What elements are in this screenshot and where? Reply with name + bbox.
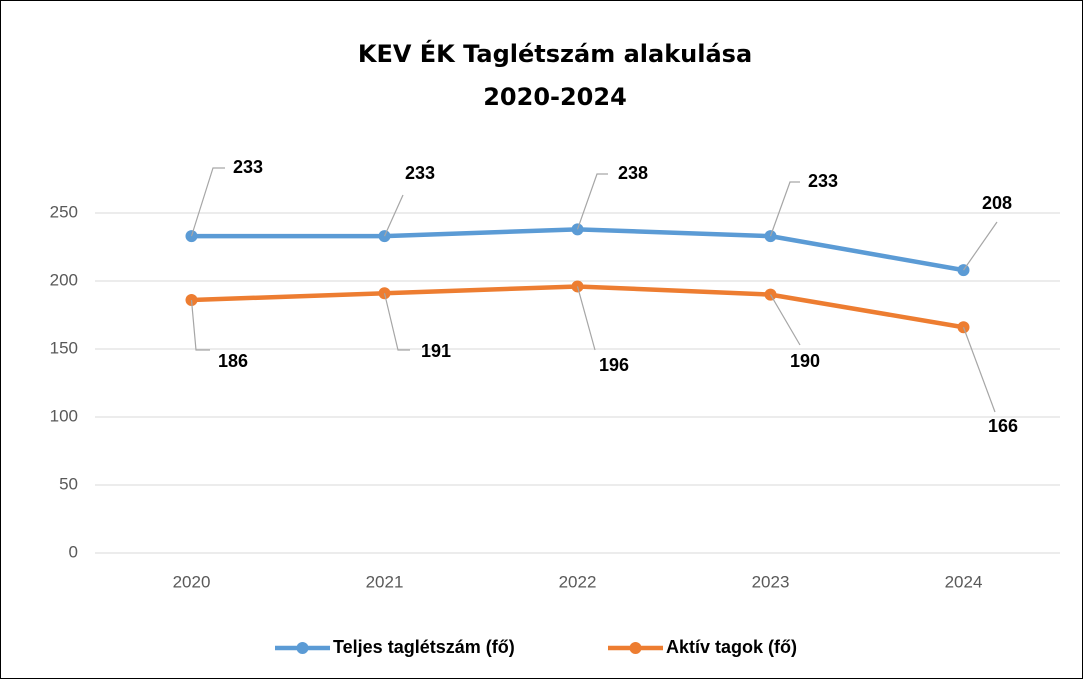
x-tick-label: 2023: [752, 572, 790, 591]
y-tick-label: 0: [69, 542, 78, 561]
data-label: 233: [808, 171, 838, 191]
legend-marker: [296, 642, 309, 654]
y-tick-label: 100: [50, 406, 78, 425]
data-label: 233: [233, 157, 263, 177]
leader-line: [769, 181, 800, 237]
data-label: 196: [599, 355, 629, 375]
data-label: 233: [405, 163, 435, 183]
data-label: 190: [790, 351, 820, 371]
chart-subtitle: 2020-2024: [483, 83, 627, 111]
leader-line: [769, 294, 801, 346]
legend-label: Teljes taglétszám (fő): [333, 637, 515, 657]
data-label: 191: [421, 341, 451, 361]
x-tick-label: 2021: [366, 572, 404, 591]
legend-label: Aktív tagok (fő): [666, 637, 797, 657]
leader-line: [576, 173, 608, 230]
x-tick-label: 2024: [945, 572, 983, 591]
y-tick-label: 150: [50, 338, 78, 357]
leader-line: [962, 327, 996, 413]
data-label: 186: [218, 351, 248, 371]
leader-line: [190, 167, 225, 237]
leader-line: [383, 194, 404, 237]
data-label: 238: [618, 163, 648, 183]
leader-line: [190, 299, 210, 351]
data-label: 208: [982, 193, 1012, 213]
data-label: 166: [988, 416, 1018, 436]
x-tick-label: 2022: [559, 572, 597, 591]
leader-line: [383, 293, 410, 351]
legend-marker: [629, 642, 642, 654]
leader-line: [963, 221, 998, 271]
y-tick-label: 50: [59, 474, 78, 493]
y-tick-label: 200: [50, 270, 78, 289]
leader-line: [576, 286, 596, 351]
y-tick-label: 250: [50, 202, 78, 221]
x-tick-label: 2020: [173, 572, 211, 591]
chart-title: KEV ÉK Taglétszám alakulása: [358, 39, 752, 68]
